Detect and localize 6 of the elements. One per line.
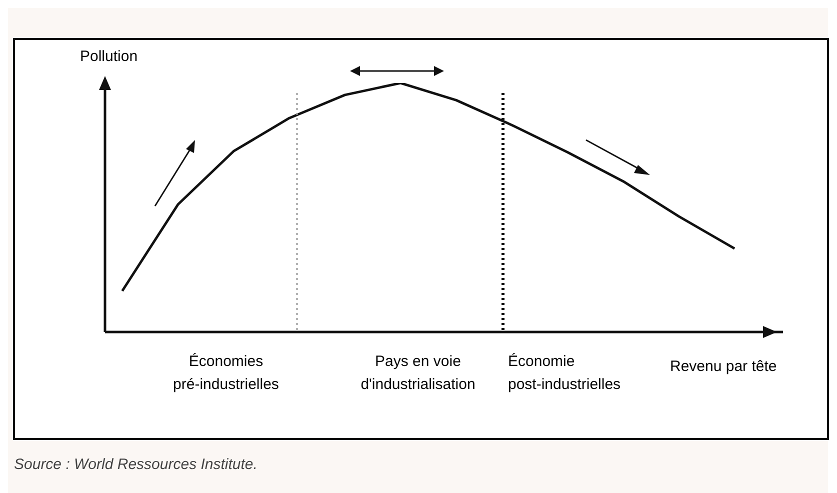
text: Économie post-industrielles	[508, 353, 621, 393]
x-axis-title: Revenu par tête	[670, 358, 777, 375]
y-axis-title: Pollution	[80, 48, 138, 65]
source-note: Source : World Ressources Institute.	[14, 456, 258, 473]
text: Économies pré-industrielles	[172, 352, 280, 395]
text: Pays en voie d'industrialisation	[360, 352, 476, 395]
